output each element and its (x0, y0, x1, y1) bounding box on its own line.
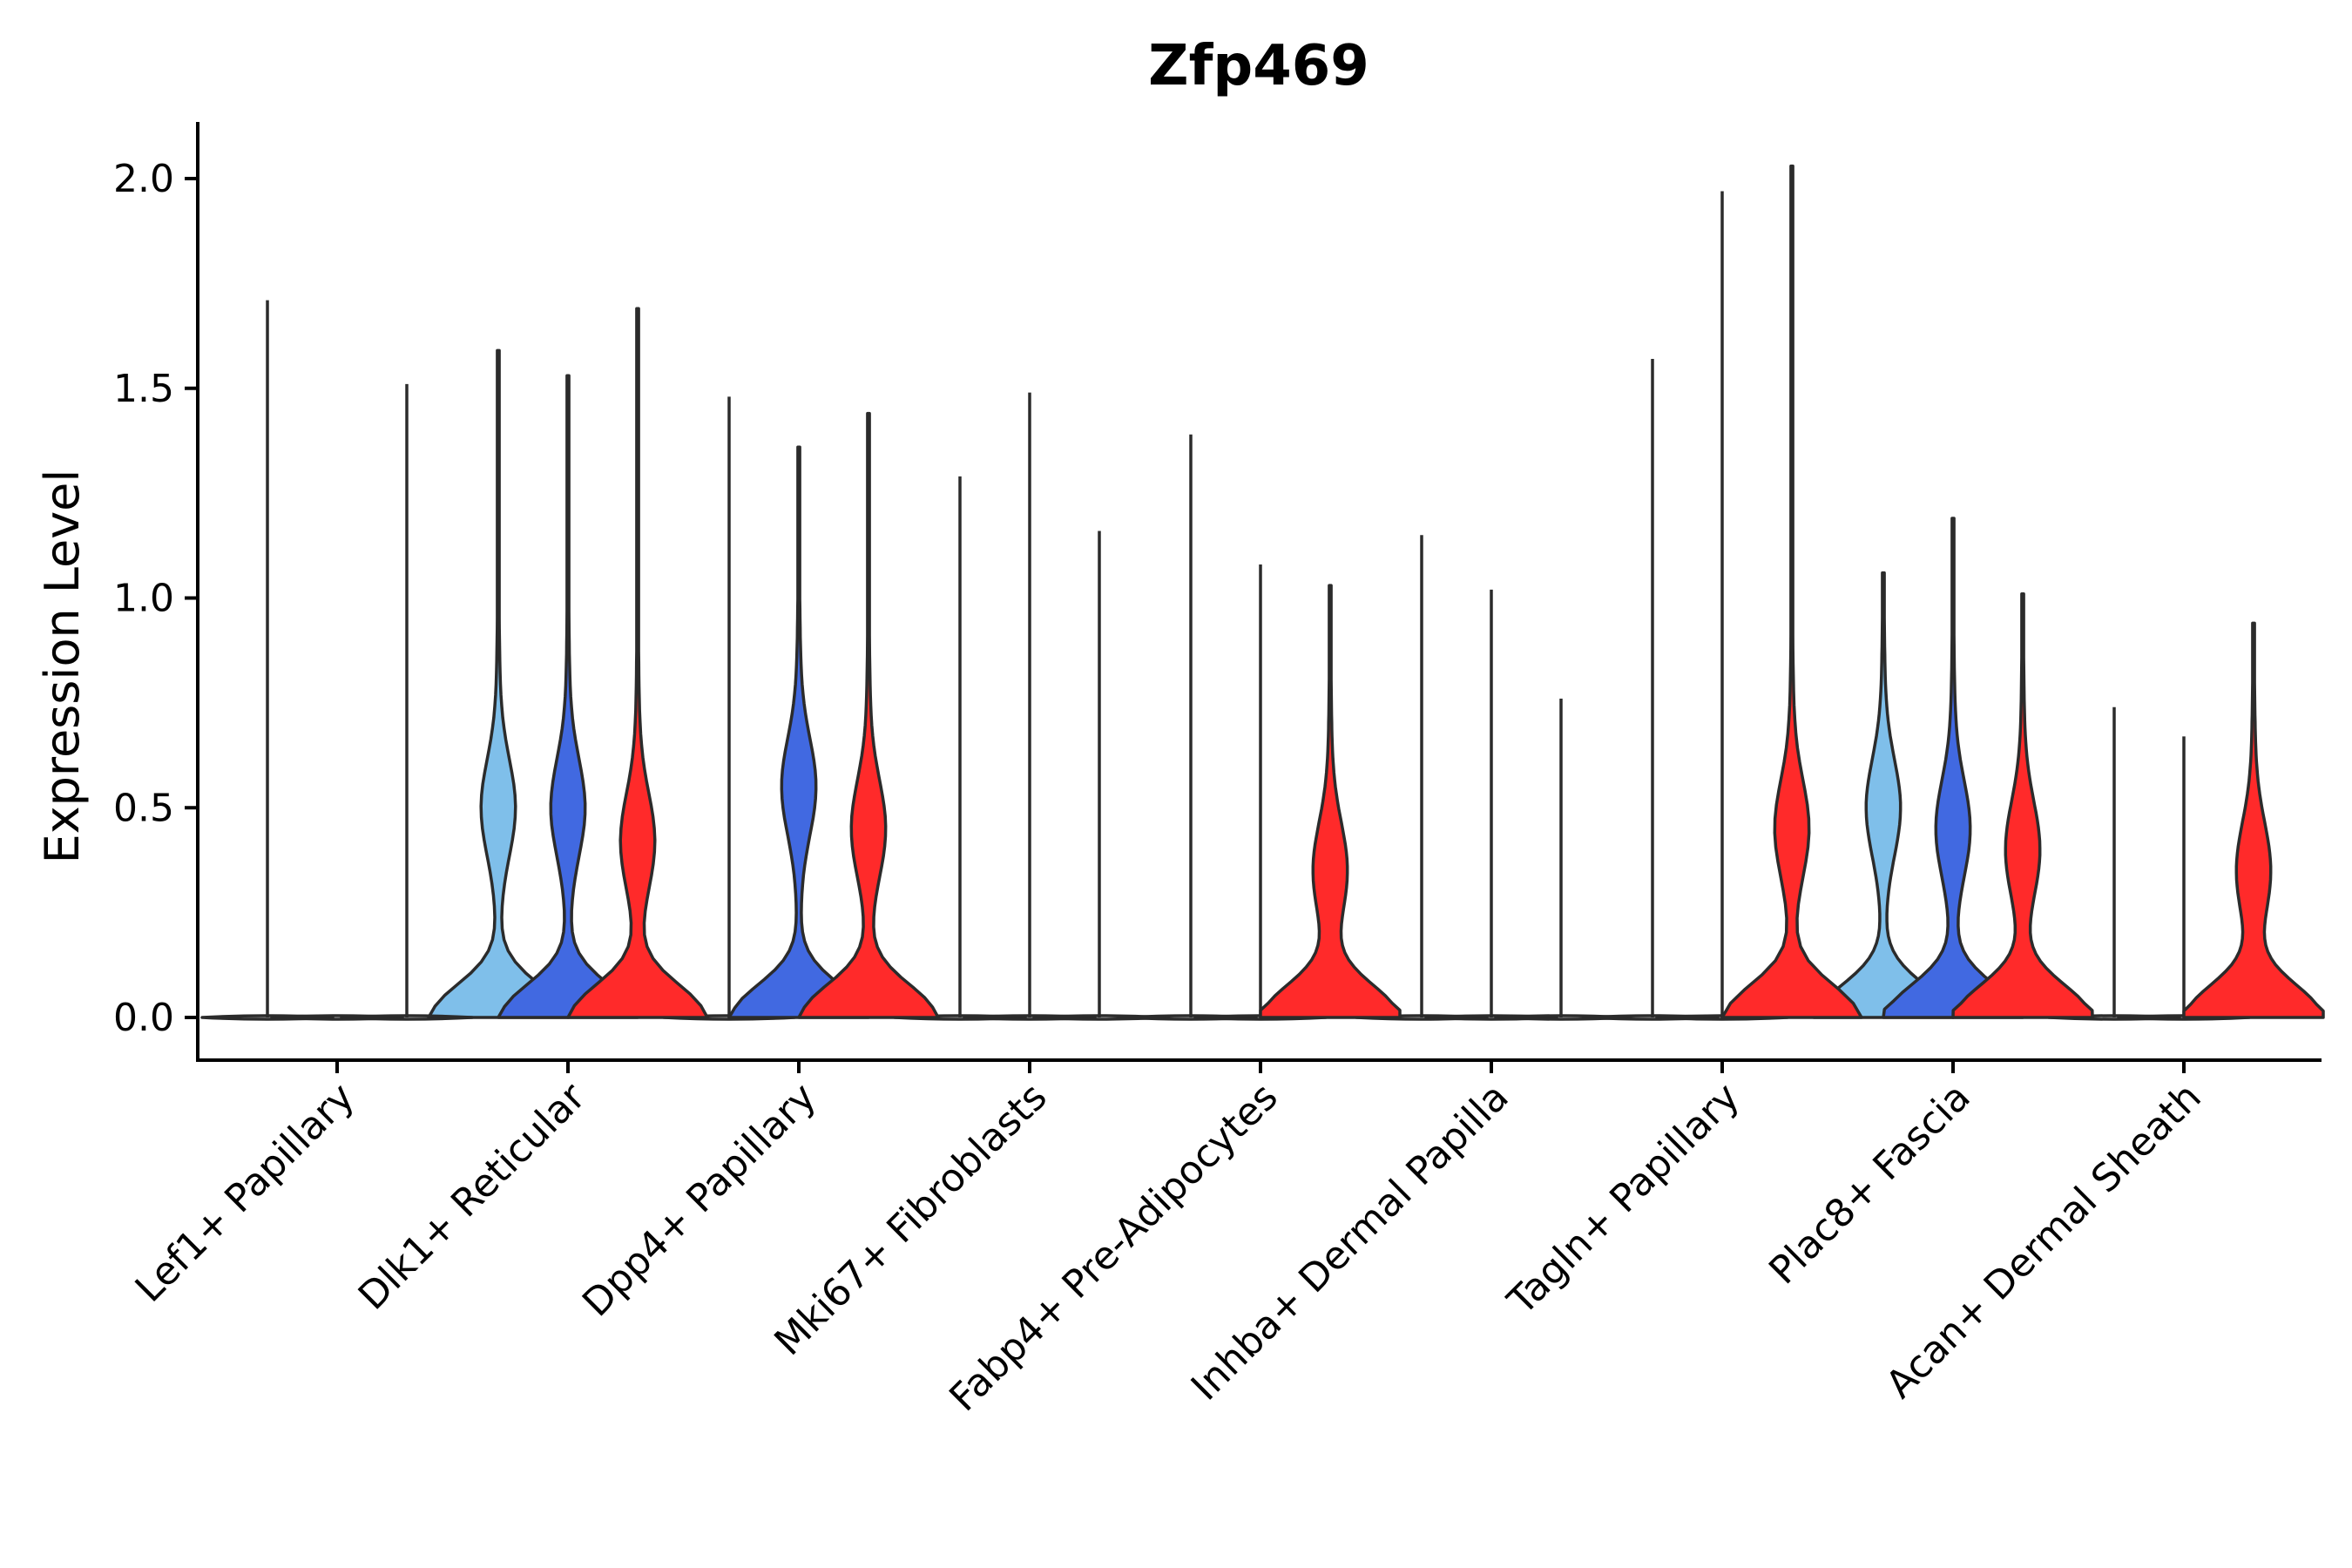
x-tick-label: Tagln+ Papillary (1499, 1075, 1748, 1324)
violin-group-3 (1951, 591, 2094, 1019)
y-tick-label: 0.0 (113, 996, 174, 1040)
violin-group-1 (1812, 571, 1955, 1019)
violin-group-3 (340, 1014, 474, 1021)
violin-group-2 (1424, 1014, 1558, 1021)
y-tick-label: 1.0 (113, 577, 174, 621)
y-tick-label: 1.5 (113, 367, 174, 411)
x-tick-label: Lef1+ Papillary (127, 1075, 363, 1311)
violin-group-2 (963, 1014, 1097, 1021)
chart-title: Zfp469 (1148, 34, 1369, 98)
violin-group-1 (1124, 1014, 1258, 1021)
violin-group-1 (427, 348, 570, 1019)
y-tick-label: 2.0 (113, 157, 174, 201)
violin-group-2 (497, 374, 639, 1019)
x-tick-label: Plac8+ Fascia (1761, 1075, 1979, 1294)
violin-group-3 (1720, 164, 1863, 1019)
violin-group (200, 164, 2325, 1021)
violin-group-2 (727, 445, 870, 1019)
violin-group-3 (566, 307, 709, 1019)
violin-group-2 (1882, 517, 2024, 1019)
x-tick-label: Dpp4+ Papillary (574, 1075, 825, 1326)
y-axis-ticks: 0.0 0.5 1.0 1.5 2.0 (113, 157, 198, 1040)
violin-group-3 (797, 411, 940, 1019)
violin-group-3 (1259, 584, 1402, 1019)
violin-group-3 (1032, 1014, 1166, 1021)
x-tick-label: Dlk1+ Reticular (350, 1074, 595, 1319)
violin-group-2 (270, 1014, 404, 1021)
violin-group-3 (1494, 1014, 1628, 1021)
violin-group-1 (1585, 1014, 1720, 1021)
violin-group-3 (2182, 621, 2325, 1019)
y-tick-label: 0.5 (113, 786, 174, 830)
violin-group-1 (200, 1014, 335, 1021)
y-axis-label: Expression Level (35, 470, 90, 864)
